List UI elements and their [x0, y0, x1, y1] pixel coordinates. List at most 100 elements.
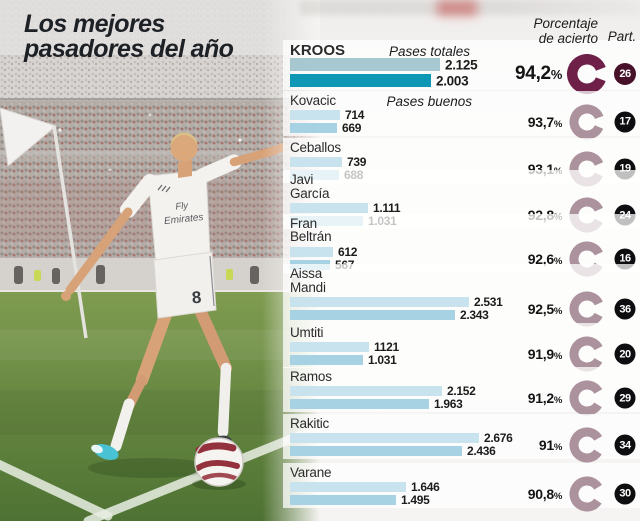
good-passes-value: 669	[342, 120, 362, 135]
good-passes-value: 1.031	[368, 353, 397, 367]
good-passes-value: 2.343	[460, 308, 489, 322]
good-passes-value: 2.436	[467, 444, 496, 458]
percent-symbol: %	[553, 395, 562, 406]
accuracy-ring	[569, 427, 605, 463]
total-passes-bar	[290, 433, 479, 443]
percent-symbol: %	[553, 442, 562, 453]
player-name: Varane	[290, 464, 332, 480]
accuracy-percentage: 91%	[442, 437, 562, 453]
player-name: Javi García	[290, 172, 330, 201]
total-passes-value: 612	[338, 244, 358, 259]
accuracy-percentage: 91,2%	[442, 390, 563, 406]
good-passes-bar	[290, 399, 429, 409]
participation-badge: 20	[614, 343, 636, 365]
accuracy-value: 91,2	[527, 390, 554, 406]
player-name: Aissa Mandi	[290, 266, 326, 295]
percent-symbol: %	[553, 306, 562, 317]
corner-line-left	[0, 459, 113, 521]
column-header-pases-totales: Pases totales	[388, 44, 470, 59]
percent-symbol: %	[550, 66, 562, 82]
accuracy-percentage: 94,2%	[442, 63, 562, 85]
participation-badge: 16	[614, 248, 636, 269]
total-passes-value: 2.676	[484, 431, 513, 445]
participation-badge: 36	[614, 298, 636, 320]
percent-symbol: %	[553, 351, 562, 362]
player-name: Ceballos	[290, 139, 341, 155]
jersey-sponsor-line1: Fly	[175, 200, 190, 212]
accuracy-value: 94,2	[515, 62, 551, 84]
player-name: KROOS	[290, 42, 346, 59]
accuracy-value: 93,7	[527, 113, 554, 130]
blond-hair	[170, 132, 198, 146]
good-passes-value: 1.495	[401, 492, 430, 507]
total-passes-bar	[290, 156, 342, 167]
participation-badge: 34	[614, 434, 636, 456]
accuracy-value: 91,9	[527, 346, 554, 362]
accuracy-ring	[569, 476, 605, 511]
player-name: Fran Beltrán	[290, 215, 332, 244]
accuracy-ring	[569, 380, 605, 416]
porcentaje-line1: Porcentaje	[533, 16, 598, 31]
total-passes-bar	[290, 246, 333, 257]
participation-badge: 29	[614, 387, 636, 409]
column-header-porcentaje: Porcentaje de acierto	[533, 16, 598, 46]
accuracy-percentage: 93,7%	[442, 113, 563, 130]
accuracy-value: 92,6	[527, 250, 554, 267]
good-passes-bar	[290, 122, 337, 133]
total-passes-value: 1.111	[373, 201, 401, 215]
participation-badge: 26	[614, 62, 636, 85]
page-title: Los mejores pasadores del año	[24, 10, 234, 63]
total-passes-bar	[290, 58, 440, 71]
accuracy-ring	[569, 291, 605, 327]
player-name: Ramos	[290, 369, 332, 384]
total-passes-value: 1.646	[411, 479, 440, 494]
accuracy-ring	[569, 336, 605, 372]
sideline-people	[14, 265, 300, 284]
good-passes-bar	[290, 355, 363, 365]
porcentaje-line2: de acierto	[538, 30, 598, 46]
player-name: Umtiti	[290, 325, 324, 340]
accuracy-ring	[569, 104, 605, 139]
participation-badge: 17	[614, 111, 636, 132]
adidas-stripes-icon	[157, 184, 171, 193]
corner-flag	[0, 107, 88, 339]
percent-symbol: %	[553, 255, 562, 267]
shirt-number: 8	[191, 288, 202, 308]
participation-badge: 30	[614, 483, 636, 504]
accuracy-ring	[567, 53, 607, 94]
total-passes-value: 2.531	[474, 295, 503, 309]
accuracy-value: 92,5	[527, 301, 554, 317]
good-passes-value: 1.963	[434, 397, 463, 411]
total-passes-bar	[290, 297, 469, 307]
column-header-pases-buenos: Pases buenos	[386, 94, 472, 109]
good-passes-bar	[290, 494, 396, 505]
accuracy-value: 90,8	[527, 485, 554, 502]
total-passes-value: 714	[345, 107, 365, 122]
total-passes-bar	[290, 203, 368, 213]
total-passes-bar	[290, 481, 406, 492]
percent-symbol: %	[553, 490, 562, 502]
total-passes-value: 2.152	[447, 384, 476, 398]
accuracy-percentage: 90,8%	[442, 485, 563, 502]
title-line2: pasadores del año	[24, 35, 234, 63]
title-line1: Los mejores	[24, 10, 165, 38]
good-passes-value: 2.003	[436, 73, 469, 88]
player-photo: Fly Emirates 8	[0, 0, 320, 521]
jersey-sponsor-line2: Emirates	[164, 212, 204, 227]
total-passes-value: 1121	[374, 340, 399, 354]
total-passes-value: 2.125	[445, 57, 478, 72]
total-passes-value: 739	[347, 154, 367, 169]
good-passes-bar	[290, 446, 462, 456]
percent-symbol: %	[553, 118, 562, 130]
column-header-part: Part.	[607, 29, 637, 44]
accuracy-percentage: 92,6%	[442, 250, 563, 267]
good-passes-bar	[290, 310, 455, 320]
player-name: Rakitic	[290, 416, 330, 431]
total-passes-bar	[290, 109, 340, 120]
accuracy-percentage: 91,9%	[442, 346, 563, 362]
total-passes-bar	[290, 342, 369, 352]
accuracy-value: 91	[538, 437, 554, 453]
accuracy-percentage: 92,5%	[442, 301, 563, 317]
